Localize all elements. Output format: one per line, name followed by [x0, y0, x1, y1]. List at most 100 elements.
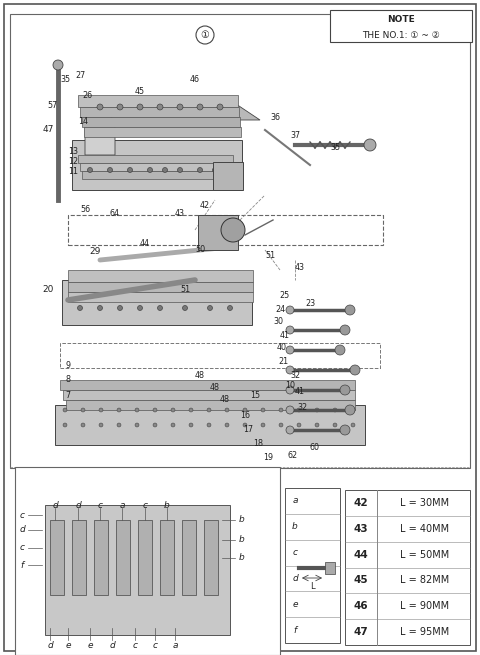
- Circle shape: [207, 305, 213, 310]
- Text: 10: 10: [285, 381, 295, 390]
- Text: 41: 41: [295, 388, 305, 396]
- Bar: [60, 380, 355, 390]
- Text: d: d: [19, 525, 25, 534]
- Text: 48: 48: [210, 383, 220, 392]
- Circle shape: [63, 408, 67, 412]
- Bar: [68, 292, 253, 302]
- Text: 51: 51: [265, 250, 275, 259]
- Circle shape: [53, 60, 63, 70]
- Bar: [204, 520, 218, 595]
- Circle shape: [197, 168, 203, 172]
- Text: 45: 45: [135, 88, 145, 96]
- Text: 45: 45: [354, 575, 368, 586]
- Text: a: a: [172, 641, 178, 650]
- Text: 50: 50: [195, 246, 205, 255]
- Circle shape: [177, 104, 183, 110]
- Bar: [345, 490, 470, 645]
- Text: 26: 26: [82, 90, 92, 100]
- Circle shape: [207, 423, 211, 427]
- Text: 43: 43: [295, 263, 305, 272]
- Circle shape: [333, 423, 337, 427]
- Circle shape: [171, 423, 175, 427]
- Circle shape: [97, 305, 103, 310]
- Circle shape: [77, 305, 83, 310]
- Circle shape: [286, 306, 294, 314]
- Circle shape: [157, 305, 163, 310]
- Bar: [80, 163, 233, 171]
- Text: f: f: [21, 561, 24, 569]
- Bar: [213, 162, 243, 190]
- Circle shape: [350, 365, 360, 375]
- Circle shape: [351, 423, 355, 427]
- Text: c: c: [20, 544, 24, 553]
- Circle shape: [135, 423, 139, 427]
- Text: d: d: [109, 641, 115, 650]
- Circle shape: [333, 408, 337, 412]
- Text: a: a: [292, 496, 298, 506]
- Circle shape: [364, 139, 376, 151]
- Circle shape: [99, 408, 103, 412]
- Circle shape: [345, 405, 355, 415]
- Circle shape: [182, 305, 188, 310]
- Bar: [94, 520, 108, 595]
- Bar: [68, 270, 253, 282]
- Text: b: b: [292, 522, 298, 531]
- Text: e: e: [65, 641, 71, 650]
- Text: c: c: [143, 500, 147, 510]
- Circle shape: [279, 423, 283, 427]
- Text: 21: 21: [278, 358, 288, 367]
- Bar: [63, 390, 355, 400]
- Bar: [78, 155, 233, 163]
- Circle shape: [315, 408, 319, 412]
- Circle shape: [243, 408, 247, 412]
- Text: 47: 47: [42, 126, 54, 134]
- Text: 56: 56: [80, 206, 90, 214]
- Circle shape: [261, 408, 265, 412]
- Circle shape: [99, 423, 103, 427]
- Circle shape: [297, 423, 301, 427]
- Circle shape: [279, 408, 283, 412]
- Circle shape: [286, 366, 294, 374]
- Text: 11: 11: [68, 168, 78, 176]
- Polygon shape: [85, 100, 260, 120]
- Text: f: f: [293, 626, 297, 635]
- Text: b: b: [164, 500, 170, 510]
- Text: 15: 15: [250, 390, 260, 400]
- Circle shape: [340, 325, 350, 335]
- Circle shape: [189, 408, 193, 412]
- Text: 12: 12: [68, 157, 78, 166]
- Text: d: d: [292, 574, 298, 583]
- Bar: [84, 127, 241, 137]
- Text: 46: 46: [190, 75, 200, 84]
- Circle shape: [286, 386, 294, 394]
- Circle shape: [153, 423, 157, 427]
- Circle shape: [225, 408, 229, 412]
- Text: b: b: [239, 515, 245, 525]
- Text: b: b: [239, 553, 245, 563]
- Text: a: a: [119, 500, 125, 510]
- Circle shape: [137, 305, 143, 310]
- Circle shape: [135, 408, 139, 412]
- Bar: [68, 282, 253, 292]
- Circle shape: [117, 408, 121, 412]
- Bar: [116, 520, 130, 595]
- Circle shape: [128, 168, 132, 172]
- Text: 64: 64: [110, 208, 120, 217]
- Bar: [182, 520, 196, 595]
- Text: 43: 43: [354, 524, 368, 534]
- Bar: [62, 280, 252, 325]
- Text: e: e: [292, 600, 298, 608]
- Circle shape: [108, 168, 112, 172]
- Text: 24: 24: [275, 305, 285, 314]
- Text: 51: 51: [180, 286, 190, 295]
- Text: 47: 47: [354, 627, 368, 637]
- Bar: [72, 520, 86, 595]
- Circle shape: [261, 423, 265, 427]
- Text: THE NO.1: ① ~ ②: THE NO.1: ① ~ ②: [362, 31, 440, 41]
- Text: 41: 41: [280, 331, 290, 339]
- Circle shape: [87, 168, 93, 172]
- Circle shape: [213, 168, 217, 172]
- Text: L = 50MM: L = 50MM: [400, 550, 450, 559]
- Circle shape: [286, 426, 294, 434]
- Text: 23: 23: [305, 299, 315, 307]
